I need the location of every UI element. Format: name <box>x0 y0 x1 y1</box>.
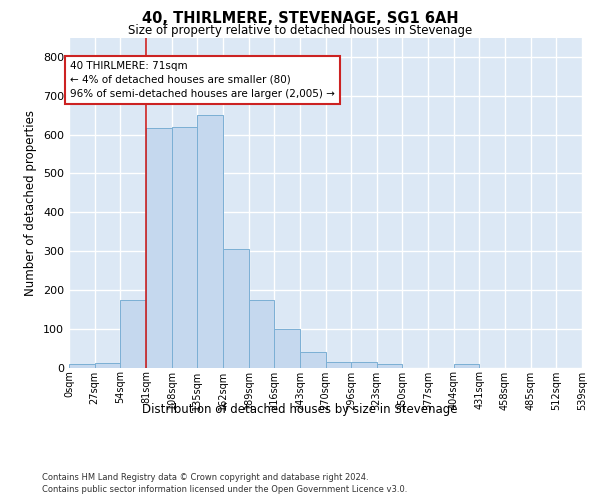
Y-axis label: Number of detached properties: Number of detached properties <box>25 110 37 296</box>
Bar <box>300 352 325 368</box>
Bar <box>325 362 351 368</box>
Text: Size of property relative to detached houses in Stevenage: Size of property relative to detached ho… <box>128 24 472 37</box>
Bar <box>121 300 146 368</box>
Text: Contains HM Land Registry data © Crown copyright and database right 2024.: Contains HM Land Registry data © Crown c… <box>42 472 368 482</box>
Bar <box>454 364 479 368</box>
Text: Contains public sector information licensed under the Open Government Licence v3: Contains public sector information licen… <box>42 485 407 494</box>
Bar <box>223 249 248 368</box>
Text: 40, THIRLMERE, STEVENAGE, SG1 6AH: 40, THIRLMERE, STEVENAGE, SG1 6AH <box>142 11 458 26</box>
Bar <box>248 300 274 368</box>
Bar <box>95 363 121 368</box>
Text: Distribution of detached houses by size in Stevenage: Distribution of detached houses by size … <box>142 402 458 415</box>
Bar <box>69 364 95 368</box>
Text: 40 THIRLMERE: 71sqm
← 4% of detached houses are smaller (80)
96% of semi-detache: 40 THIRLMERE: 71sqm ← 4% of detached hou… <box>70 61 335 99</box>
Bar <box>197 115 223 368</box>
Bar <box>377 364 403 368</box>
Bar <box>172 127 197 368</box>
Bar <box>146 128 172 368</box>
Bar <box>274 330 300 368</box>
Bar <box>351 362 377 368</box>
